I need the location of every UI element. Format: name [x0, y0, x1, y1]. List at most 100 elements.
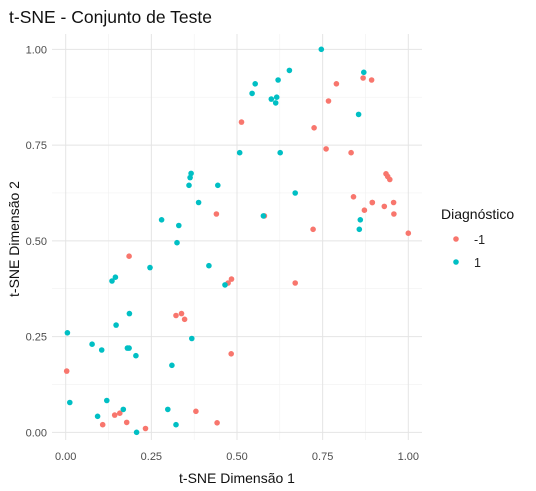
data-point-1	[187, 174, 193, 181]
data-point-1	[275, 77, 281, 83]
y-tick-label: 0.75	[26, 140, 47, 152]
legend: Diagnóstico -1 1	[441, 206, 514, 270]
data-point-neg1	[178, 310, 185, 317]
data-point-neg1	[111, 412, 118, 418]
data-point-1	[126, 345, 132, 351]
data-point-1	[361, 69, 367, 76]
data-point-neg1	[360, 75, 366, 81]
data-point-1	[112, 274, 119, 281]
x-tick-label: 1.00	[398, 451, 419, 463]
data-point-1	[273, 94, 280, 100]
data-point-neg1	[311, 125, 317, 131]
data-point-neg1	[173, 312, 179, 319]
data-point-1	[268, 96, 275, 102]
legend-key-1	[453, 259, 459, 265]
data-point-neg1	[348, 149, 354, 156]
data-point-1	[252, 81, 258, 87]
chart-title: t-SNE - Conjunto de Teste	[9, 7, 212, 27]
tick-labels: 0.00 0.25 0.50 0.75 1.00 0.00 0.25 0.50 0.75 1.00	[26, 44, 419, 463]
data-point-1	[109, 278, 115, 284]
data-point-1	[89, 341, 95, 348]
data-point-1	[133, 429, 140, 436]
y-tick-label: 1.00	[26, 44, 47, 56]
data-point-neg1	[387, 176, 393, 183]
data-point-1	[126, 310, 133, 317]
data-point-neg1	[126, 253, 132, 259]
grid	[52, 34, 422, 440]
data-point-1	[195, 199, 202, 206]
data-point-neg1	[228, 276, 235, 282]
y-tick-label: 0.50	[26, 236, 47, 248]
data-point-1	[133, 352, 139, 359]
data-point-1	[186, 182, 192, 189]
data-point-1	[94, 413, 101, 420]
data-point-neg1	[213, 211, 220, 217]
legend-title: Diagnóstico	[441, 206, 514, 222]
data-point-1	[147, 264, 153, 271]
data-point-1	[215, 182, 221, 189]
data-point-neg1	[193, 408, 199, 415]
data-point-neg1	[381, 203, 388, 210]
data-point-1	[277, 149, 284, 156]
x-tick-label: 0.00	[55, 451, 76, 463]
data-point-1	[272, 100, 279, 106]
data-point-neg1	[325, 98, 332, 104]
data-point-1	[286, 67, 293, 74]
y-tick-label: 0.25	[26, 332, 47, 344]
x-axis-label: t-SNE Dimensão 1	[179, 470, 295, 486]
data-point-1	[120, 406, 127, 413]
data-point-neg1	[238, 119, 245, 125]
x-tick-label: 0.75	[312, 451, 333, 463]
data-point-1	[222, 282, 228, 288]
data-point-neg1	[214, 420, 220, 426]
data-point-neg1	[405, 230, 412, 236]
data-point-1	[67, 399, 73, 406]
data-point-1	[113, 322, 119, 328]
data-point-1	[249, 90, 255, 97]
legend-label-1: 1	[474, 256, 481, 270]
data-point-1	[176, 222, 182, 229]
data-point-neg1	[181, 316, 188, 323]
data-point-1	[356, 226, 363, 233]
data-point-1	[355, 111, 362, 118]
data-point-neg1	[292, 280, 299, 286]
data-point-1	[169, 362, 175, 369]
data-point-1	[292, 190, 299, 196]
x-tick-label: 0.25	[141, 451, 162, 463]
legend-key-neg1	[453, 236, 459, 242]
data-point-neg1	[369, 199, 376, 206]
data-point-neg1	[350, 194, 357, 200]
x-tick-label: 0.50	[226, 451, 247, 463]
data-point-1	[206, 262, 212, 269]
data-point-1	[174, 239, 180, 246]
data-point-neg1	[99, 421, 106, 428]
data-point-1	[165, 406, 171, 413]
data-point-1	[318, 46, 325, 53]
y-tick-label: 0.00	[26, 427, 47, 439]
legend-label-neg1: -1	[474, 233, 485, 247]
data-point-neg1	[391, 211, 397, 217]
data-point-neg1	[142, 425, 149, 432]
data-point-neg1	[390, 199, 397, 206]
data-points	[63, 46, 412, 436]
data-point-1	[173, 421, 179, 428]
data-point-neg1	[228, 351, 234, 357]
data-point-1	[158, 217, 165, 223]
data-point-neg1	[368, 77, 375, 83]
y-axis-label: t-SNE Dimensão 2	[6, 181, 22, 297]
data-point-1	[260, 213, 267, 219]
data-point-1	[104, 397, 110, 404]
data-point-neg1	[117, 410, 123, 417]
data-point-neg1	[323, 146, 329, 152]
data-point-1	[236, 149, 243, 156]
data-point-1	[189, 335, 195, 342]
data-point-1	[98, 347, 105, 353]
data-point-neg1	[361, 207, 368, 213]
data-point-1	[357, 217, 364, 223]
data-point-1	[64, 330, 71, 336]
data-point-neg1	[123, 419, 130, 426]
data-point-neg1	[310, 226, 316, 233]
data-point-1	[188, 170, 194, 177]
data-point-neg1	[333, 81, 340, 87]
